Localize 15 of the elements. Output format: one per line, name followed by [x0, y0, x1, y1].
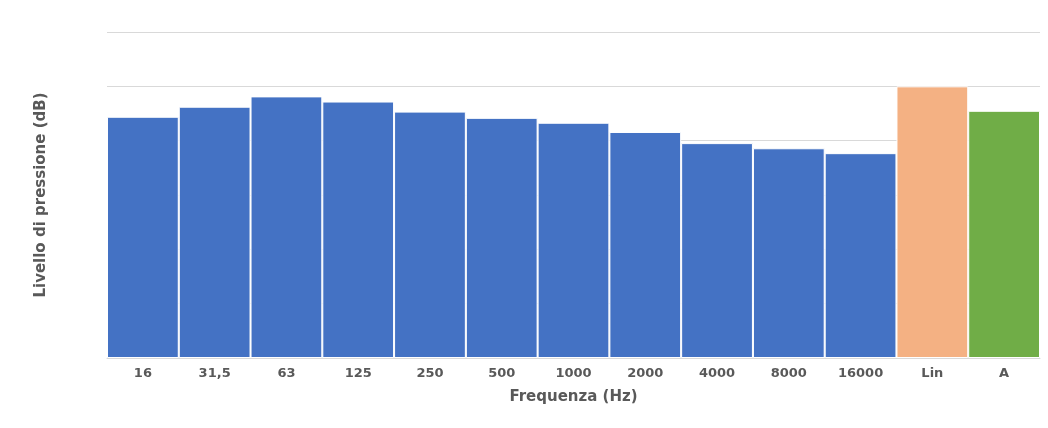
- x-tick-label: 250: [416, 365, 444, 380]
- x-tick-label: Lin: [921, 365, 944, 380]
- x-axis-title: Frequenza (Hz): [509, 386, 638, 405]
- x-tick-label: 63: [277, 365, 296, 380]
- x-tick-label: 8000: [770, 365, 807, 380]
- x-tick-label: 4000: [698, 365, 736, 380]
- x-tick-label: 2000: [627, 365, 664, 380]
- x-tick-label: A: [999, 365, 1010, 380]
- x-tick-label: 31,5: [198, 365, 231, 380]
- x-tick-label: 125: [344, 365, 372, 380]
- x-tick-label: 16000: [837, 365, 884, 380]
- x-tick-label: 16: [133, 365, 152, 380]
- y-axis-title: Livello di pressione (dB): [30, 92, 49, 298]
- x-tick-label: 500: [488, 365, 516, 380]
- x-tick-label: 1000: [555, 365, 592, 380]
